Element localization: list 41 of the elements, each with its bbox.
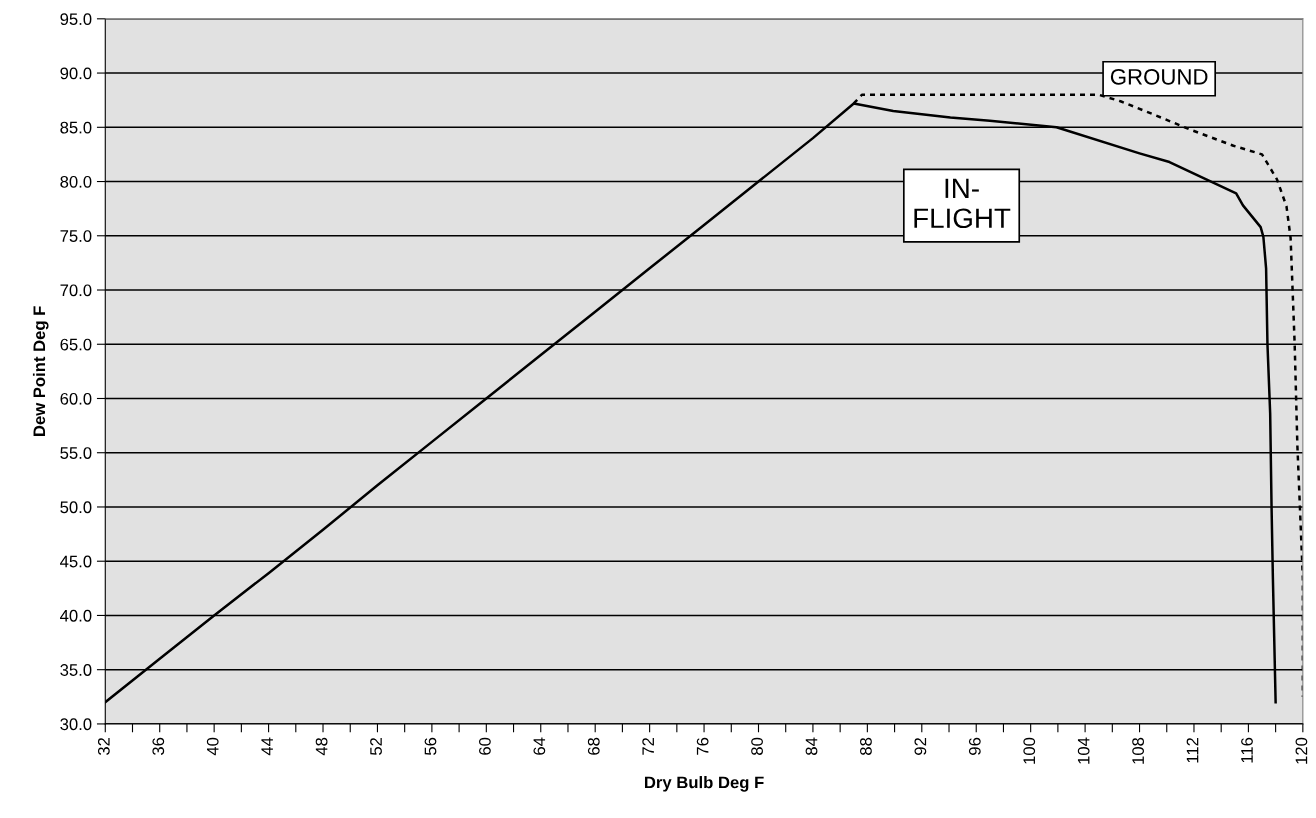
- y-tick-label: 65.0: [60, 338, 92, 351]
- x-tick-label: 96: [968, 737, 981, 755]
- y-tick-label: 50.0: [60, 501, 92, 514]
- text: IN- FLIGHT: [914, 178, 1011, 229]
- y-tick-label: 80.0: [60, 175, 92, 188]
- x-tick-label: 116: [1241, 737, 1253, 763]
- x-tick-label: 84: [805, 737, 818, 755]
- y-tick-label: 40.0: [60, 609, 92, 622]
- x-tick-label: 76: [696, 737, 709, 755]
- x-tick-label: 72: [642, 737, 654, 755]
- x-tick-label: 44: [261, 737, 273, 756]
- x-tick-label: 92: [914, 737, 927, 755]
- y-tick-label: 75.0: [60, 230, 92, 242]
- series-label: GROUND: [1110, 68, 1208, 85]
- x-tick-label: 104: [1077, 737, 1090, 764]
- y-tick-label: 90.0: [60, 67, 92, 80]
- y-tick-label: 60.0: [60, 392, 92, 405]
- y-tick-label: 55.0: [60, 447, 92, 459]
- x-tick-label: 36: [152, 737, 165, 756]
- y-tick-label: 35.0: [60, 664, 92, 676]
- y-tick-label: 45.0: [60, 555, 92, 568]
- x-tick-label: 64: [533, 737, 546, 755]
- x-tick-label: 88: [860, 737, 872, 755]
- x-tick-label: 108: [1132, 737, 1145, 764]
- x-tick-label: 40: [206, 737, 219, 756]
- x-tick-label: 48: [315, 737, 328, 756]
- y-tick-label: 95.0: [60, 13, 92, 26]
- y-tick-label: 85.0: [60, 121, 92, 134]
- y-tick-label: 70.0: [60, 284, 92, 297]
- x-tick-label: 112: [1186, 737, 1199, 763]
- x-tick-label: 56: [424, 737, 437, 755]
- y-axis-title: Dew Point Deg F: [32, 306, 49, 436]
- x-tick-label: 32: [97, 737, 110, 756]
- y-tick-label: 30.0: [60, 718, 92, 731]
- x-tick-label: 100: [1023, 737, 1036, 764]
- x-tick-label: 68: [587, 737, 600, 755]
- x-axis-title: Dry Bulb Deg F: [644, 776, 764, 792]
- x-tick-label: 120: [1295, 737, 1308, 764]
- x-tick-label: 52: [370, 737, 382, 755]
- x-tick-label: 80: [751, 737, 763, 755]
- x-tick-label: 60: [478, 737, 491, 755]
